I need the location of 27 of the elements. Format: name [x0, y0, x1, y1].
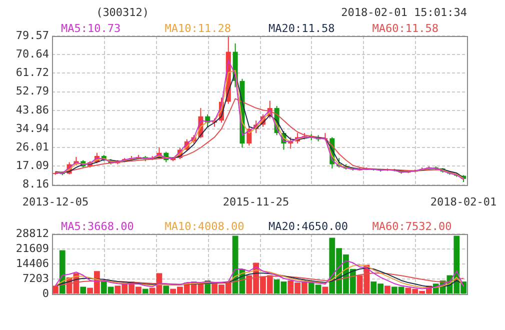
y-tick-label: 0: [42, 286, 49, 300]
y-tick-label: 8.16: [22, 178, 49, 191]
x-tick-label: 2018-02-01: [430, 195, 497, 208]
text: MA5:3668.00: [61, 220, 134, 233]
y-tick-label: 26.01: [16, 140, 49, 154]
text: MA20:11.58: [268, 22, 335, 35]
chart-title: (300312): [96, 6, 150, 19]
text: MA5:10.73: [61, 22, 121, 35]
y-tick-label: 34.94: [16, 122, 50, 135]
y-tick-label: 17.09: [16, 159, 49, 172]
y-tick-label: 14406: [16, 256, 49, 270]
text: MA60:11.58: [372, 22, 438, 35]
y-tick-label: 43.86: [16, 103, 49, 116]
y-tick-label: 28812: [16, 226, 49, 240]
y-tick-label: 70.64: [16, 47, 50, 60]
x-tick-label: 2013-12-05: [22, 195, 89, 208]
text: MA10:11.28: [164, 22, 231, 35]
y-tick-label: 52.79: [16, 84, 49, 98]
text: MA20:4650.00: [268, 220, 348, 233]
y-tick-label: 7203: [22, 272, 49, 285]
text: MA60:7532.00: [372, 220, 452, 233]
y-tick-label: 79.57: [16, 28, 49, 42]
y-tick-label: 61.72: [16, 66, 49, 80]
text: 2018-02-01 15:01:34: [341, 6, 468, 19]
text: MA10:4008.00: [164, 220, 244, 233]
x-tick-label: 2015-11-25: [222, 195, 290, 208]
y-tick-label: 21609: [16, 242, 49, 255]
